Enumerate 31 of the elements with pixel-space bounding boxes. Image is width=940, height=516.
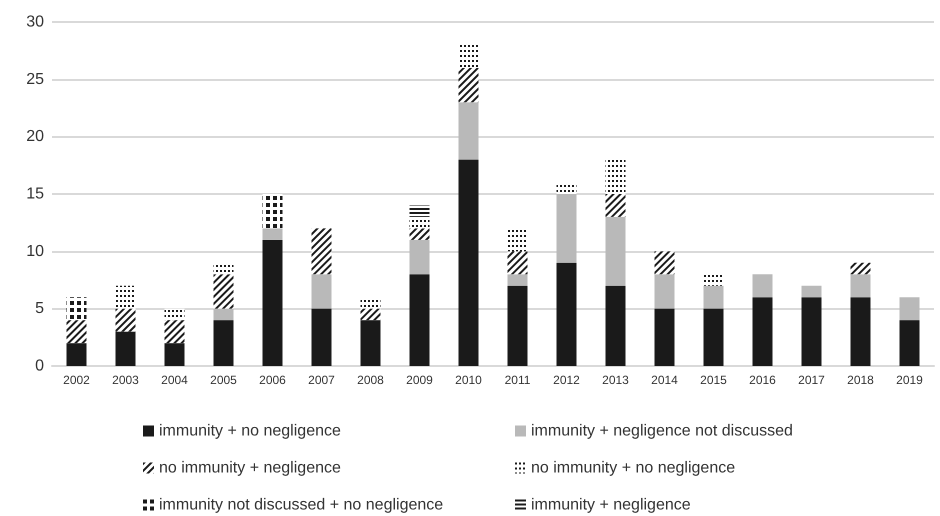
x-tick-label: 2017 (798, 373, 826, 387)
x-tick-label: 2003 (112, 373, 140, 387)
x-tick-label: 2019 (896, 373, 924, 387)
x-tick-label: 2008 (357, 373, 384, 387)
legend-label: immunity + negligence (531, 496, 691, 514)
x-tick-label: 2013 (602, 373, 630, 387)
x-tick-label: 2015 (700, 373, 728, 387)
y-tick-label: 15 (26, 186, 44, 202)
x-tick-label: 2009 (406, 373, 434, 387)
x-tick-label: 2012 (553, 373, 580, 387)
x-tick-label: 2011 (504, 373, 531, 387)
y-tick-label: 25 (26, 70, 44, 88)
legend-label: immunity not discussed + no negligence (159, 496, 444, 514)
x-tick-label: 2016 (749, 373, 776, 387)
y-tick-label: 30 (26, 14, 44, 30)
x-tick-label: 2006 (259, 373, 286, 387)
x-tick-label: 2005 (210, 373, 238, 387)
x-tick-label: 2018 (847, 373, 874, 387)
legend-label: no immunity + negligence (159, 460, 341, 476)
x-tick-label: 2002 (63, 373, 90, 387)
y-tick-label: 20 (26, 128, 44, 146)
y-tick-label: 10 (26, 242, 44, 260)
x-tick-label: 2007 (308, 373, 336, 387)
y-tick-label: 0 (35, 358, 44, 374)
x-tick-label: 2004 (161, 373, 188, 387)
x-tick-label: 2010 (455, 373, 482, 387)
y-tick-label: 5 (35, 300, 44, 318)
legend-label: immunity + no negligence (159, 422, 341, 440)
x-tick-label: 2014 (651, 373, 678, 387)
legend-label: immunity + negligence not discussed (531, 422, 793, 440)
legend-label: no immunity + no negligence (531, 460, 736, 476)
